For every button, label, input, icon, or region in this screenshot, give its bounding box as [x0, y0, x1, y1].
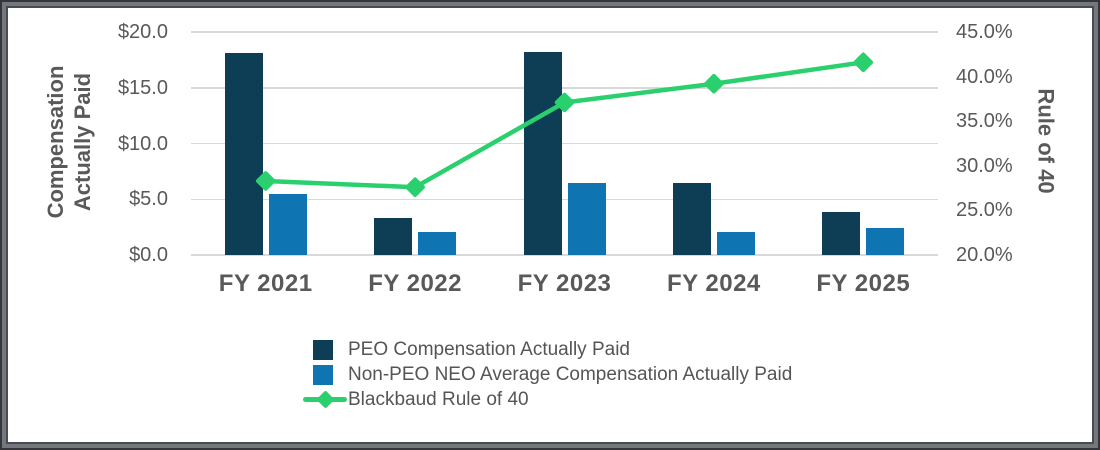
legend-marker-cell: [303, 337, 348, 362]
category-label: FY 2021: [218, 270, 313, 297]
rule-diamond-swatch-icon: [316, 390, 335, 409]
y-axis-tick-left: $0.0: [129, 244, 168, 266]
legend-item-peo: PEO Compensation Actually Paid: [303, 337, 792, 362]
category-label: FY 2024: [666, 270, 761, 297]
peo-bar-swatch-icon: [313, 339, 333, 360]
legend-item-rule-of-40: Blackbaud Rule of 40: [303, 387, 792, 412]
legend-label-non-peo: Non-PEO NEO Average Compensation Actuall…: [348, 364, 793, 385]
non-peo-bar-swatch-icon: [313, 364, 333, 385]
y-axis-tick-left: $10.0: [117, 132, 168, 155]
y-axis-tick-right: 20.0%: [956, 244, 1013, 266]
legend-item-non-peo: Non-PEO NEO Average Compensation Actuall…: [303, 362, 792, 387]
y-axis-tick-left: $15.0: [117, 76, 168, 99]
bar-peo: [672, 182, 711, 255]
legend-label-peo: PEO Compensation Actually Paid: [348, 339, 630, 360]
legend-label-rule-of-40: Blackbaud Rule of 40: [348, 389, 529, 410]
legend-marker-cell: [303, 362, 348, 387]
bar-peo: [374, 218, 413, 255]
rule-of-40-marker: [405, 177, 425, 197]
bar-peo: [224, 53, 263, 255]
gridline: [191, 142, 938, 145]
bar-non-peo: [567, 182, 606, 255]
bar-peo: [822, 211, 861, 255]
y-axis-tick-right: 45.0%: [956, 21, 1013, 43]
gridline: [191, 31, 938, 33]
legend: PEO Compensation Actually Paid Non-PEO N…: [303, 337, 792, 412]
gridline: [191, 254, 938, 256]
bar-non-peo: [418, 231, 457, 255]
y-axis-tick-right: 40.0%: [956, 65, 1013, 88]
y-axis-tick-right: 35.0%: [956, 110, 1013, 133]
rule-of-40-marker: [704, 73, 724, 94]
bar-non-peo: [866, 228, 905, 255]
bar-non-peo: [716, 231, 755, 255]
y-axis-tick-right: 25.0%: [956, 199, 1013, 222]
bar-non-peo: [268, 193, 307, 255]
gridline: [191, 198, 938, 200]
y-axis-tick-right: 30.0%: [956, 154, 1013, 177]
rule-of-40-line: [263, 60, 866, 190]
category-label: FY 2023: [517, 270, 612, 297]
category-label: FY 2022: [368, 270, 462, 297]
bar-peo: [523, 52, 562, 255]
category-label: FY 2025: [816, 270, 911, 297]
legend-marker-cell: [303, 387, 348, 412]
right-axis-title: Rule of 40: [1033, 88, 1059, 194]
y-axis-tick-left: $5.0: [129, 188, 168, 211]
y-axis-tick-left: $20.0: [117, 21, 168, 43]
rule-of-40-marker: [853, 52, 874, 73]
gridline: [191, 87, 938, 89]
